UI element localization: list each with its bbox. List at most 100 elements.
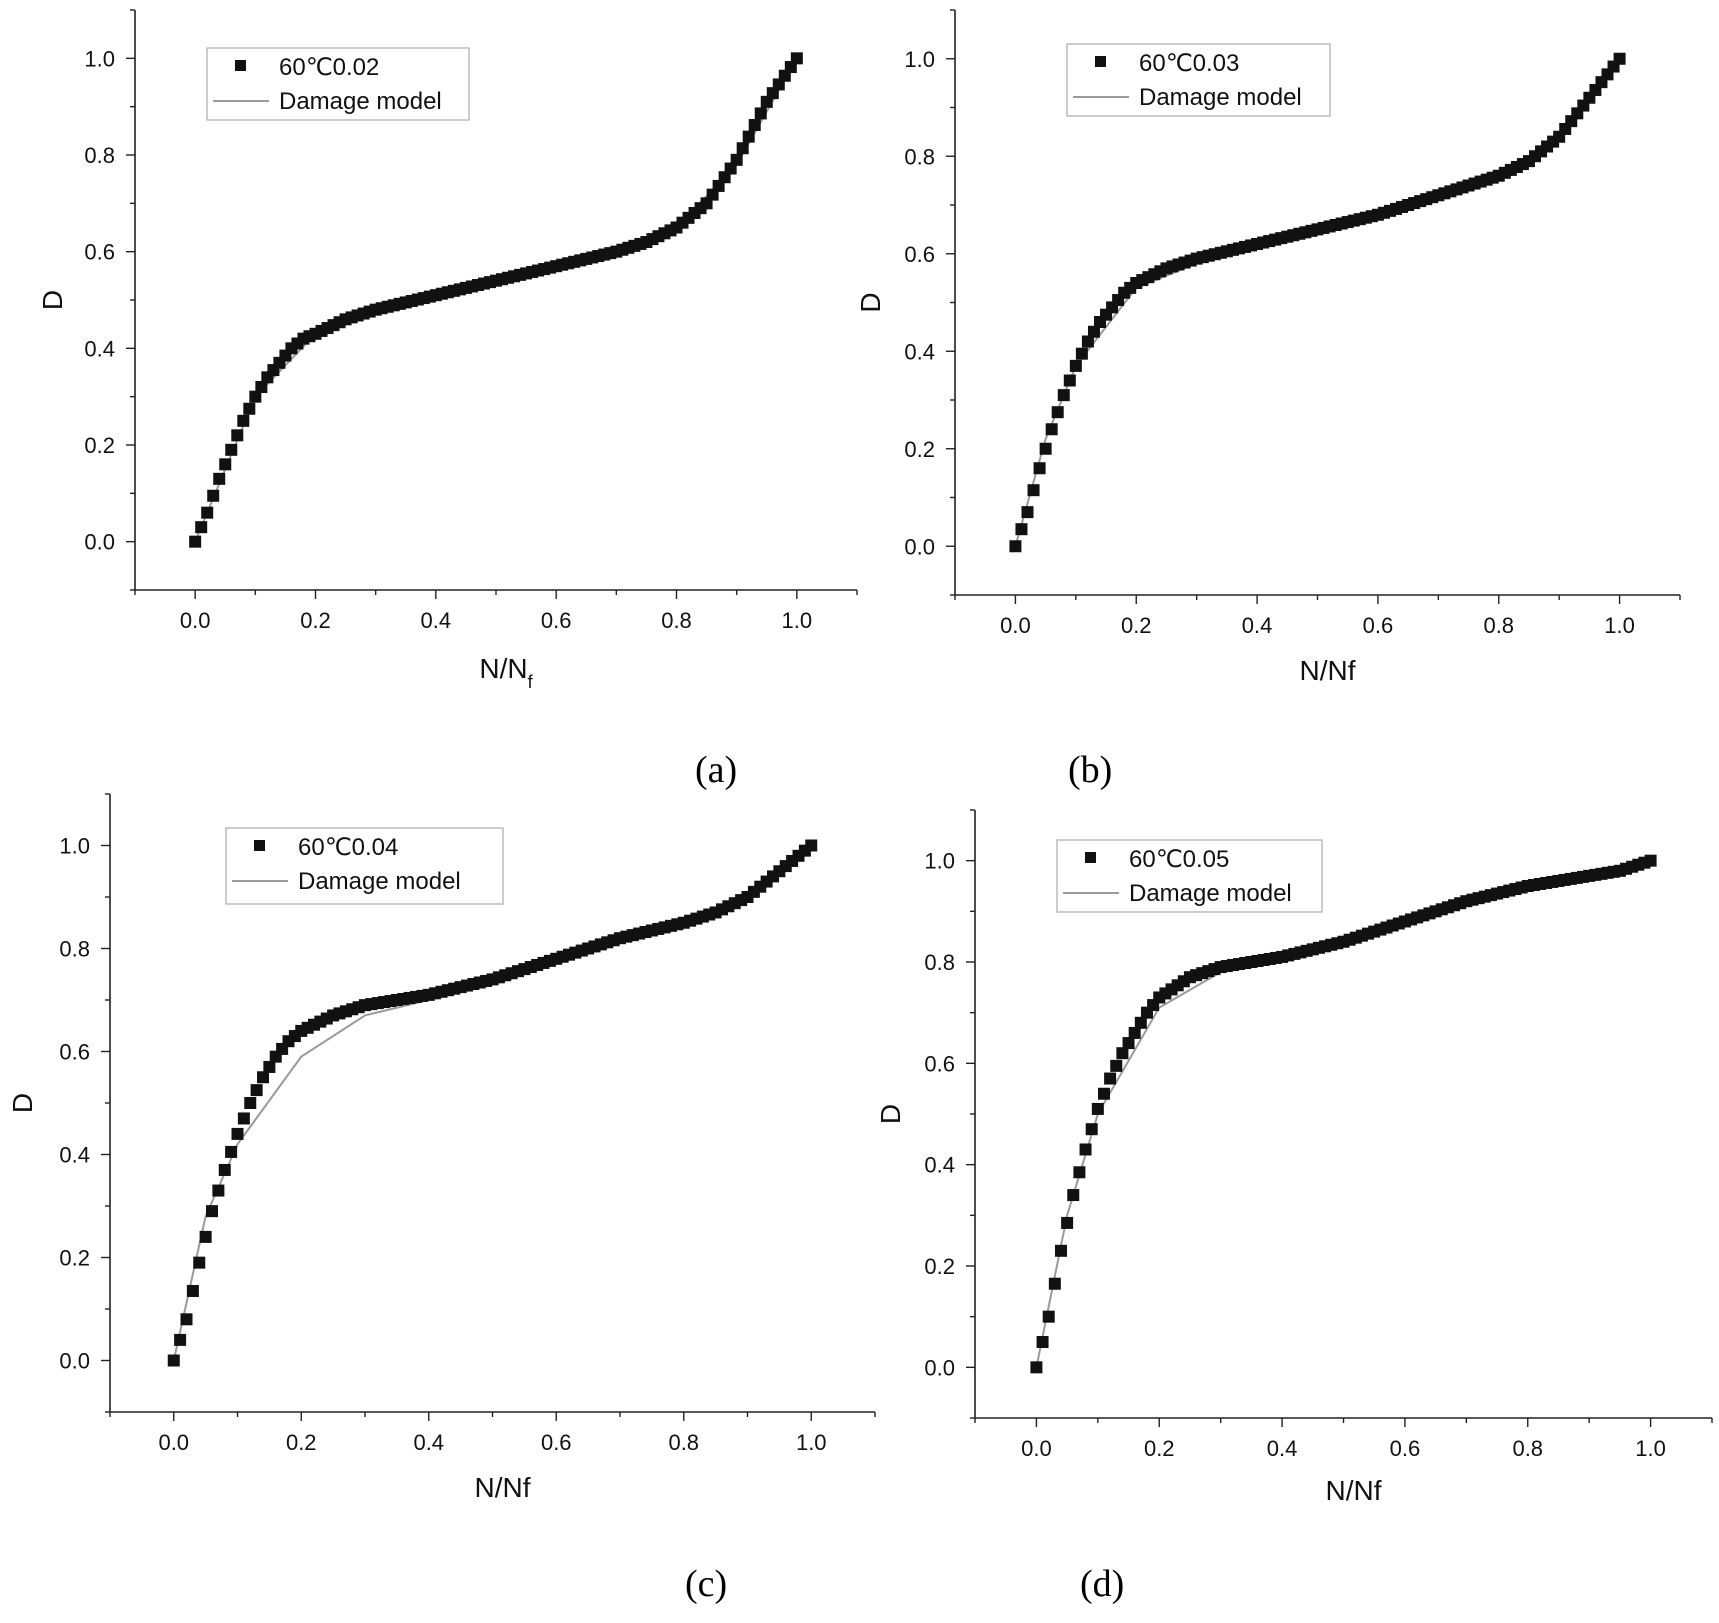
- data-point: [206, 1205, 218, 1218]
- data-point: [174, 1333, 187, 1346]
- y-tick-label: 0.0: [59, 1349, 90, 1374]
- data-point: [1051, 406, 1064, 419]
- data-point: [225, 1145, 238, 1158]
- y-tick-label: 0.4: [924, 1153, 955, 1178]
- data-point: [195, 521, 208, 534]
- data-point: [1134, 1016, 1147, 1029]
- y-tick-label: 1.0: [904, 47, 935, 72]
- y-tick-label: 0.6: [924, 1051, 955, 1076]
- x-tick-label: 1.0: [782, 608, 813, 633]
- data-point: [1054, 1244, 1067, 1257]
- data-point: [805, 839, 818, 852]
- data-point: [1033, 462, 1046, 475]
- data-point: [199, 1230, 212, 1243]
- data-point: [1104, 1072, 1117, 1085]
- y-tick-label: 0.2: [84, 433, 115, 458]
- data-point: [1039, 442, 1052, 455]
- data-point: [598, 248, 611, 261]
- data-point: [1027, 484, 1040, 497]
- y-tick-label: 0.8: [59, 937, 90, 962]
- series-line-damage-model: [194, 57, 798, 543]
- data-point: [1087, 325, 1100, 338]
- data-point: [1030, 1361, 1043, 1374]
- data-point: [1045, 423, 1058, 436]
- y-tick-label: 0.8: [84, 143, 115, 168]
- x-tick-label: 0.8: [1483, 613, 1514, 638]
- y-tick-label: 0.0: [84, 530, 115, 555]
- y-tick-label: 0.8: [924, 950, 955, 975]
- data-point: [1116, 1047, 1129, 1060]
- x-tick-label: 0.2: [286, 1430, 317, 1455]
- data-point: [237, 1112, 250, 1125]
- y-tick-label: 0.4: [59, 1143, 90, 1168]
- data-point: [1042, 1310, 1055, 1323]
- data-point: [186, 1284, 199, 1297]
- data-point: [1208, 248, 1221, 261]
- data-point: [249, 390, 262, 403]
- y-tick-label: 0.6: [59, 1040, 90, 1065]
- data-point: [1079, 1143, 1092, 1156]
- data-point: [1021, 506, 1034, 519]
- panel-label-b: (b): [1068, 749, 1113, 791]
- x-tick-label: 0.6: [541, 608, 572, 633]
- chart-panel-3: 0.0 0.2 0.4 0.6 0.8 1.0 0.0 0.2 0.4 0.6 0.8 1.0 N/Nf…: [7, 793, 876, 1503]
- legend-marker-scatter: [1095, 56, 1106, 67]
- y-tick-label: 0.2: [904, 437, 935, 462]
- data-point: [1075, 347, 1088, 360]
- data-point: [748, 119, 761, 132]
- y-tick-label: 0.2: [924, 1254, 955, 1279]
- data-point: [237, 414, 250, 427]
- x-axis-title: N/Nf: [1326, 1475, 1382, 1506]
- data-point: [243, 402, 256, 415]
- y-tick-label: 0.6: [84, 240, 115, 265]
- legend-box: [206, 47, 470, 121]
- x-tick-label: 1.0: [796, 1430, 827, 1455]
- x-tick-label: 0.6: [1390, 1436, 1421, 1461]
- x-tick-label: 0.0: [1021, 1436, 1052, 1461]
- panel-label-d: (d): [1080, 1563, 1125, 1605]
- data-point: [742, 130, 755, 143]
- y-axis-title: D: [875, 1104, 906, 1124]
- x-tick-label: 0.2: [1121, 613, 1152, 638]
- data-point: [1110, 1059, 1123, 1072]
- y-tick-label: 0.6: [904, 242, 935, 267]
- data-point: [255, 381, 268, 393]
- data-point: [250, 1084, 263, 1097]
- x-tick-label: 0.8: [668, 1430, 699, 1455]
- data-point: [218, 1163, 231, 1176]
- legend-label-line: Damage model: [298, 868, 461, 895]
- legend-marker-scatter: [254, 840, 265, 851]
- data-point: [225, 443, 238, 456]
- x-tick-label: 0.8: [661, 608, 692, 633]
- y-tick-label: 0.2: [59, 1246, 90, 1271]
- legend-label-line: Damage model: [1139, 84, 1302, 111]
- panel-label-a: (a): [695, 749, 738, 791]
- x-axis-title: N/Nf: [1300, 655, 1356, 686]
- legend-label-line: Damage model: [1129, 880, 1292, 907]
- series-line-damage-model: [1014, 58, 1621, 547]
- data-point: [1097, 1087, 1110, 1100]
- data-point: [219, 458, 232, 471]
- x-tick-label: 0.2: [300, 608, 331, 633]
- y-tick-label: 0.4: [904, 339, 935, 364]
- y-tick-label: 1.0: [84, 46, 115, 71]
- data-point: [244, 1097, 257, 1109]
- y-axis-title: D: [37, 290, 68, 310]
- data-point: [1048, 1277, 1061, 1290]
- y-axis-title: D: [855, 292, 886, 312]
- panel-label-c: (c): [685, 1563, 728, 1605]
- legend-label-scatter: 60℃0.03: [1139, 50, 1239, 77]
- data-point: [790, 52, 803, 65]
- x-tick-label: 0.6: [1363, 613, 1394, 638]
- data-point: [736, 142, 749, 155]
- x-tick-label: 1.0: [1635, 1436, 1666, 1461]
- data-point: [207, 489, 220, 502]
- data-point: [1085, 1123, 1098, 1136]
- legend-box: [1066, 43, 1331, 117]
- x-tick-label: 0.6: [541, 1430, 572, 1455]
- x-tick-label: 0.4: [1267, 1436, 1298, 1461]
- data-point: [213, 472, 226, 485]
- data-point: [212, 1184, 225, 1197]
- y-axis-title: D: [7, 1093, 38, 1113]
